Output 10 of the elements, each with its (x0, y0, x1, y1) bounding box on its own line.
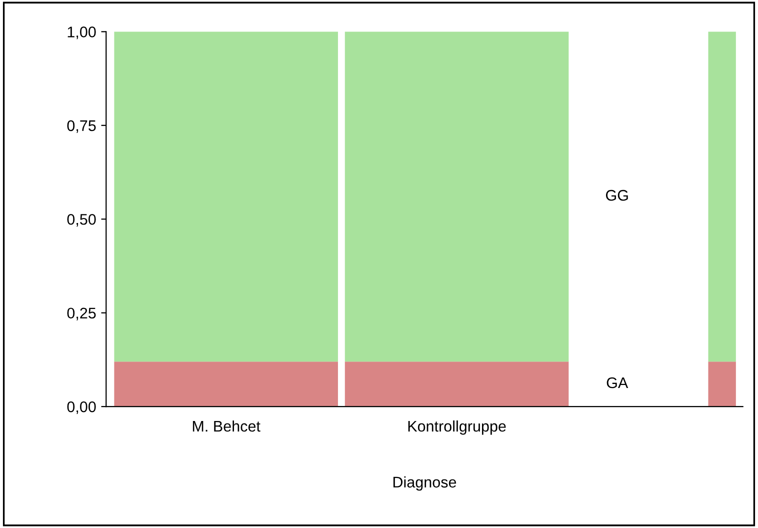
y-tick-label: 0,25 (67, 308, 96, 320)
y-tick-label: 0,50 (67, 214, 96, 227)
text: GA (606, 377, 628, 388)
text: GG (606, 190, 628, 201)
y-tick-label: 1,00 (68, 26, 96, 40)
y-tick-label: 0,75 (67, 120, 96, 133)
x-tick-label: M. Behcet (192, 420, 260, 432)
x-tick-label: Kontrollgruppe (408, 420, 506, 435)
x-axis-title: Diagnose (393, 476, 456, 491)
y-tick-label: 0,00 (67, 401, 96, 414)
